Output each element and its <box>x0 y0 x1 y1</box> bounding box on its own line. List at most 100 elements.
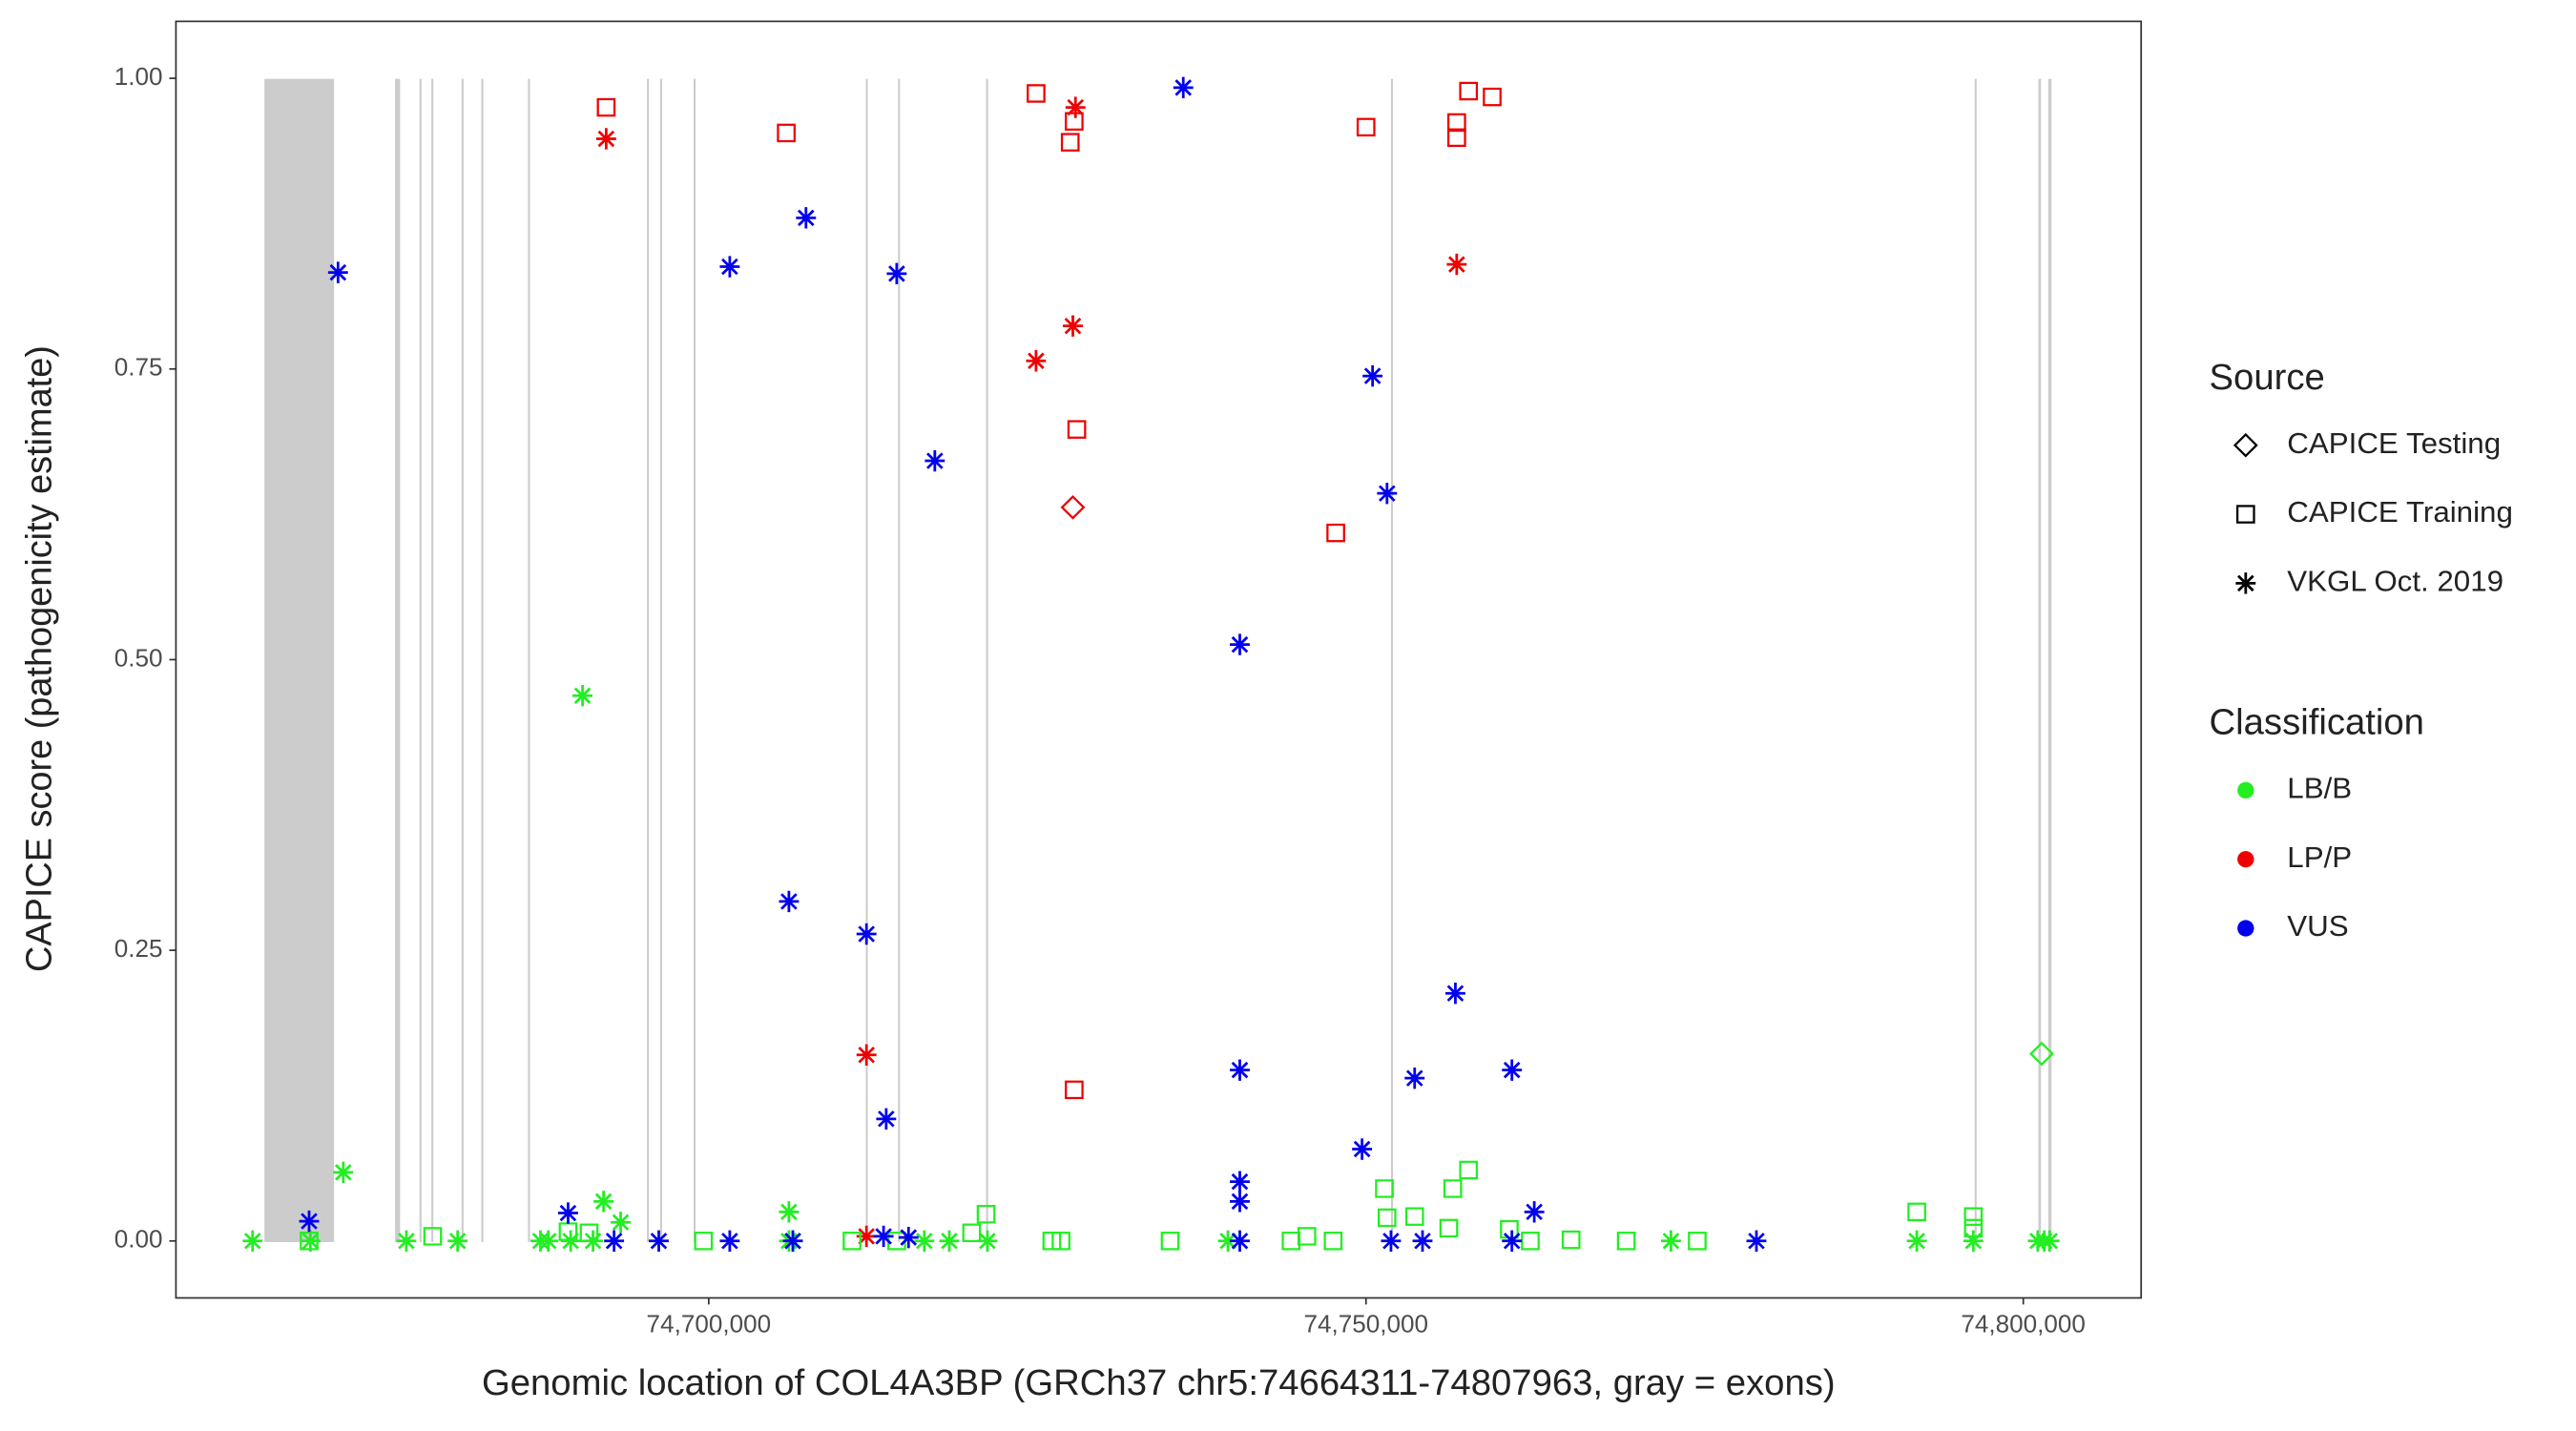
exon <box>898 78 901 1242</box>
point <box>1060 133 1080 152</box>
exon <box>431 78 434 1242</box>
point <box>1326 523 1345 543</box>
point <box>856 923 877 945</box>
exon <box>2047 78 2052 1242</box>
point <box>1377 482 1398 505</box>
point <box>595 128 616 150</box>
y-tick-label: 0.50 <box>114 643 163 672</box>
legend-symbol <box>2237 781 2254 798</box>
point <box>1521 1232 1540 1251</box>
legend-label: VUS <box>2287 909 2348 943</box>
point <box>300 1232 319 1251</box>
point <box>1375 1179 1394 1198</box>
point <box>876 1108 897 1130</box>
point <box>1459 81 1479 101</box>
point <box>1446 253 1467 276</box>
exon <box>1974 78 1977 1242</box>
y-tick-label: 0.00 <box>114 1225 163 1254</box>
point <box>1660 1230 1681 1252</box>
point <box>873 1225 894 1248</box>
point <box>1297 1227 1317 1246</box>
point <box>1404 1067 1425 1089</box>
point <box>1027 84 1046 103</box>
point <box>1688 1232 1707 1251</box>
point <box>593 1191 614 1213</box>
point <box>447 1230 468 1252</box>
point <box>719 1230 740 1252</box>
exon <box>395 78 401 1242</box>
exon <box>264 78 335 1242</box>
point <box>1439 1218 1459 1238</box>
y-tick-label: 0.75 <box>114 353 163 382</box>
point <box>777 123 796 143</box>
point <box>1483 87 1502 107</box>
point <box>604 1230 625 1252</box>
point <box>1963 1230 1984 1252</box>
x-axis-title: Genomic location of COL4A3BP (GRCh37 chr… <box>482 1363 1836 1403</box>
legend-symbol <box>2233 432 2258 458</box>
point <box>1060 495 1086 520</box>
point <box>1230 1171 1250 1192</box>
point <box>1447 113 1466 133</box>
point <box>1377 1208 1397 1228</box>
point <box>976 1205 996 1224</box>
point <box>538 1230 559 1252</box>
point <box>1217 1230 1238 1252</box>
point <box>560 1230 581 1252</box>
point <box>2029 1041 2054 1067</box>
point <box>1160 1232 1180 1251</box>
x-tick-label: 74,800,000 <box>1961 1310 2086 1338</box>
exon <box>1390 78 1394 1242</box>
x-tick-label: 74,700,000 <box>647 1310 772 1338</box>
y-axis-title: CAPICE score (pathogenicity estimate) <box>19 345 59 972</box>
point <box>557 1202 578 1224</box>
point <box>2039 1230 2060 1252</box>
point <box>842 1232 862 1251</box>
y-tick-label: 0.25 <box>114 934 163 963</box>
point <box>1230 1059 1250 1081</box>
point <box>300 1230 321 1252</box>
point <box>1907 1202 1926 1222</box>
point <box>333 1161 354 1184</box>
y-tick-label: 1.00 <box>114 62 163 91</box>
point <box>1065 96 1086 118</box>
point <box>1362 364 1383 387</box>
point <box>1026 350 1047 372</box>
point <box>796 207 817 229</box>
point <box>856 1225 877 1248</box>
point <box>1746 1230 1767 1252</box>
point <box>1404 1207 1424 1226</box>
point <box>856 1044 877 1066</box>
legend-symbol <box>2235 572 2256 594</box>
point <box>1561 1230 1581 1250</box>
point <box>1230 1191 1250 1213</box>
point <box>1352 1138 1373 1160</box>
point <box>1445 983 1465 1005</box>
point <box>242 1230 263 1252</box>
exon <box>986 78 988 1242</box>
point <box>423 1227 443 1246</box>
point <box>1963 1218 1984 1238</box>
exon <box>461 78 464 1242</box>
point <box>1412 1230 1433 1252</box>
point <box>1447 128 1466 147</box>
point <box>572 685 593 707</box>
point <box>579 1223 599 1242</box>
point <box>596 97 616 117</box>
point <box>1524 1201 1545 1223</box>
point <box>719 256 740 278</box>
legend-label: LB/B <box>2287 772 2352 805</box>
point <box>977 1230 998 1252</box>
point <box>886 262 907 285</box>
point <box>962 1223 982 1242</box>
point <box>1230 633 1250 655</box>
legend-symbol <box>2235 505 2255 524</box>
legend-label: CAPICE Testing <box>2287 426 2501 460</box>
point <box>1173 76 1194 99</box>
point <box>327 261 348 283</box>
point <box>1906 1230 1927 1252</box>
x-tick-label: 74,750,000 <box>1303 1310 1428 1338</box>
